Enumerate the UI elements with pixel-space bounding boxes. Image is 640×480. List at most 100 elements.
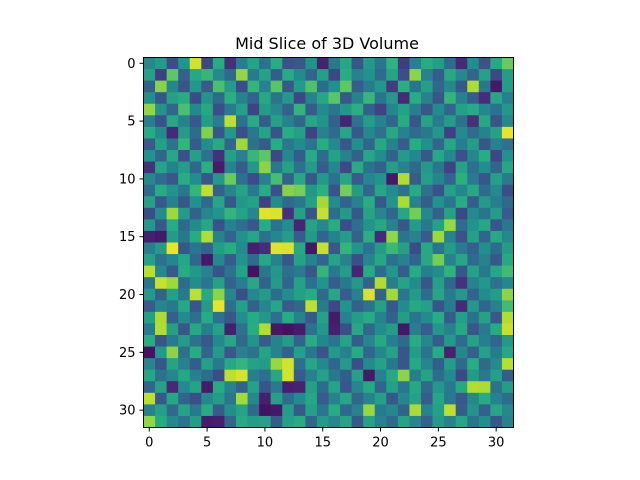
heatmap-cell [501,381,514,394]
heatmap-cell [340,242,353,255]
heatmap-cell [189,219,202,232]
x-tick-label: 30 [488,436,505,451]
heatmap-cell [455,404,468,417]
heatmap-cell [386,92,399,105]
heatmap-cell [351,404,364,417]
heatmap-cell [432,219,445,232]
heatmap-cell [490,184,503,197]
heatmap-cell [490,219,503,232]
heatmap-cell [467,381,480,394]
heatmap-cell [155,173,168,186]
heatmap-cell [397,150,410,162]
heatmap-cell [293,346,306,359]
heatmap-cell [224,254,237,267]
heatmap-cell [316,358,329,371]
heatmap-cell [432,138,445,151]
heatmap-cell [444,300,457,313]
heatmap-cell [397,173,410,186]
heatmap-cell [178,415,191,428]
heatmap-cell [224,126,237,139]
heatmap-cell [305,254,318,267]
heatmap-cell [351,335,364,347]
heatmap-cell [236,69,248,82]
heatmap-cell [444,92,457,105]
heatmap-cell [374,126,387,139]
y-tick-label: 5 [127,115,135,130]
heatmap-cell [236,415,248,428]
heatmap-cell [467,335,480,347]
heatmap-cell [455,415,468,428]
heatmap-cell [409,415,422,428]
heatmap-cell [478,415,491,428]
heatmap-cell [143,219,156,232]
heatmap-cell [432,415,445,428]
heatmap-cell [270,115,283,128]
heatmap-cell [305,288,318,301]
heatmap-cell [236,138,248,151]
heatmap-cell [201,207,214,220]
heatmap-cell [224,219,237,232]
heatmap-cell [201,138,214,151]
heatmap-cell [490,265,503,278]
heatmap-cell [432,346,445,359]
heatmap-cell [178,207,191,220]
heatmap-cell [444,196,457,209]
heatmap-cell [444,254,457,267]
heatmap-cell [397,115,410,128]
heatmap-cell [282,277,295,290]
heatmap-cell [478,80,491,93]
heatmap-cell [293,184,306,197]
heatmap-cell [340,415,353,428]
heatmap-cell [259,219,272,232]
heatmap-cell [143,288,156,301]
heatmap-cell [374,196,387,209]
heatmap-cell [328,115,341,128]
heatmap-cell [143,230,156,243]
heatmap-cell [455,126,468,139]
heatmap-cell [143,323,156,336]
heatmap-cell [316,265,329,278]
heatmap-cell [270,323,283,336]
heatmap-cell [201,103,214,116]
heatmap-cell [444,173,457,186]
heatmap-cell [189,230,202,243]
heatmap-cell [305,381,318,394]
heatmap-cell [166,242,179,255]
heatmap-cell [155,69,168,82]
heatmap-cell [490,69,503,82]
heatmap-cell [340,254,353,267]
heatmap-cell [259,161,272,174]
heatmap-cell [432,230,445,243]
heatmap-cell [166,126,179,139]
heatmap-cell [247,381,260,394]
heatmap-cell [212,265,225,278]
heatmap-cell [189,126,202,139]
heatmap-cell [305,184,318,197]
heatmap-cell [467,173,480,186]
heatmap-cell [421,346,433,359]
heatmap-cell [432,115,445,128]
heatmap-cell [293,80,306,93]
heatmap-cell [259,346,272,359]
heatmap-cell [293,138,306,151]
y-tick-label: 15 [119,230,136,245]
heatmap-cell [178,196,191,209]
heatmap-cell [421,150,433,162]
heatmap-cell [421,242,433,255]
heatmap-cell [166,173,179,186]
heatmap-cell [478,230,491,243]
heatmap-cell [201,173,214,186]
heatmap-cell [143,138,156,151]
heatmap-cell [490,277,503,290]
heatmap-cell [490,115,503,128]
heatmap-cell [397,311,410,324]
heatmap-cell [351,115,364,128]
heatmap-cell [293,369,306,382]
heatmap-cell [259,254,272,267]
heatmap-cell [178,323,191,336]
heatmap-cell [421,161,433,174]
heatmap-cell [374,335,387,347]
heatmap-cell [178,265,191,278]
heatmap-cell [236,57,248,70]
heatmap-cell [432,126,445,139]
